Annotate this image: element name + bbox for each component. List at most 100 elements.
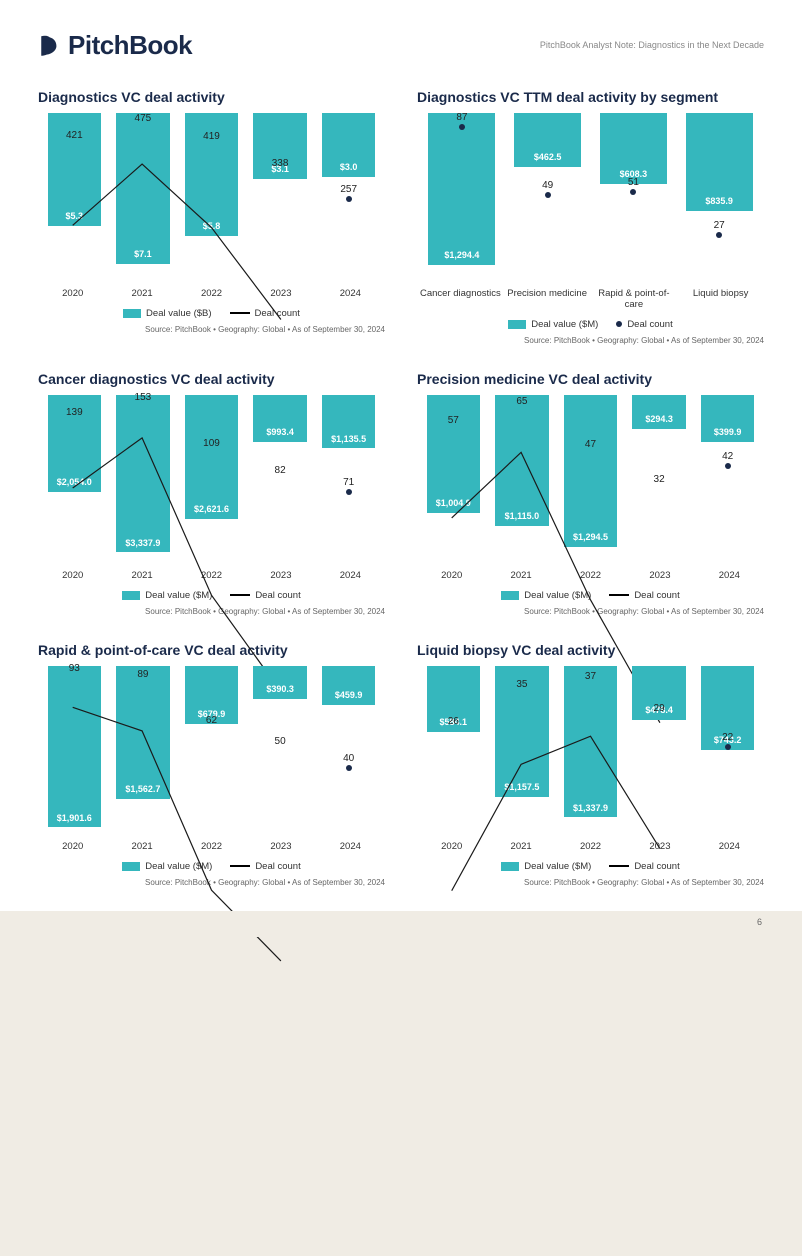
count-label: 87 [419,113,505,123]
legend: Deal value ($M) Deal count [417,319,764,330]
x-tick: 2020 [38,289,107,300]
bar-value-label: $7.1 [134,250,152,260]
legend-item: Deal count [230,590,300,601]
x-tick: 2023 [246,842,315,853]
count-label: 419 [177,132,246,142]
chart-precision-medicine: Precision medicine VC deal activity $1,00… [417,371,764,616]
count-dot [346,765,352,771]
bar: $1,337.9 [564,666,618,818]
bar-slot: $1,004.9 57 [419,395,488,565]
bar-value-label: $5.3 [66,212,84,222]
bar: $7.1 [116,113,170,264]
count-label: 40 [314,754,383,764]
count-label: 82 [246,466,315,476]
count-label: 29 [625,704,694,714]
chart-title: Diagnostics VC deal activity [38,89,385,105]
count-label: 421 [40,131,109,141]
chart-title: Liquid biopsy VC deal activity [417,642,764,658]
count-label: 62 [177,716,246,726]
x-tick: 2023 [246,571,315,582]
legend: Deal value ($B)Deal count [38,308,385,319]
chart-canvas: $584.126$1,157.535$1,337.937$478.429$743… [417,666,764,836]
count-dot [545,192,551,198]
count-label: 22 [693,733,762,743]
legend-label: Deal count [255,308,300,319]
count-label: 153 [109,393,178,403]
bar-value-label: $1,115.0 [505,512,540,522]
count-label: 71 [314,478,383,488]
count-dot [725,463,731,469]
bar-value-label: $2,054.0 [57,478,92,488]
legend-label: Deal value ($M) [145,590,212,601]
bar: $1,004.9 [427,395,481,513]
x-tick: 2024 [695,842,764,853]
x-tick: 2023 [246,289,315,300]
bar: $462.5 [514,113,581,167]
bar: $1,294.4 [428,113,495,265]
legend-item: Deal value ($M) [122,590,212,601]
page-container: PitchBook PitchBook Analyst Note: Diagno… [0,0,802,911]
chart-source: Source: PitchBook • Geography: Global • … [38,878,385,887]
chart-canvas: $1,004.957$1,115.065$1,294.547$294.332$3… [417,395,764,565]
legend-swatch-bar [122,591,140,600]
legend-label: Deal count [255,590,300,601]
bar: $835.9 [686,113,753,211]
count-label: 57 [419,416,488,426]
bar: $1,294.5 [564,395,618,547]
count-label: 51 [591,178,677,188]
chart-cancer-diagnostics: Cancer diagnostics VC deal activity $2,05… [38,371,385,616]
bar-value-label: $1,004.9 [436,499,471,509]
x-tick: 2022 [177,842,246,853]
bar-slot: $835.927 [676,113,762,283]
bar-value-label: $1,157.5 [504,783,539,793]
count-dot [459,124,465,130]
legend-label: Deal value ($M) [531,319,598,330]
brand-name: PitchBook [68,30,192,61]
x-tick: 2020 [38,571,107,582]
bar-slot: $1,337.937 [556,666,625,836]
chart-title: Cancer diagnostics VC deal activity [38,371,385,387]
legend-item: Deal value ($M) [501,861,591,872]
bar: $3.1 [253,113,307,179]
x-tick: 2024 [316,571,385,582]
legend-swatch-dot [616,321,622,327]
bar: $608.3 [600,113,667,184]
bar: $2,621.6 [185,395,239,519]
x-tick: 2024 [316,842,385,853]
count-label: 42 [693,452,762,462]
legend-label: Deal count [255,861,300,872]
x-tick: 2020 [417,842,486,853]
bar-slot: $2,054.0139 [40,395,109,565]
bar-value-label: $993.4 [266,428,294,438]
footer-strip: 6 [0,911,802,937]
legend-label: Deal count [627,319,672,330]
bar-slot: $1,157.535 [488,666,557,836]
x-tick: 2020 [417,571,486,582]
x-tick: 2022 [177,289,246,300]
chart-ttm-segment: Diagnostics VC TTM deal activity by segm… [417,89,764,345]
legend-item: Deal value ($M) [122,861,212,872]
bar-value-label: $1,294.5 [573,533,608,543]
bar-slot: $584.126 [419,666,488,836]
bar-slot: $2,621.6109 [177,395,246,565]
chart-title: Precision medicine VC deal activity [417,371,764,387]
x-axis: 20202021202220232024 [38,842,385,853]
legend: Deal value ($M) Deal count [38,590,385,601]
count-dot [630,189,636,195]
bar: $1,135.5 [322,395,376,449]
legend-swatch-line [230,312,250,314]
legend: Deal value ($M) Deal count [38,861,385,872]
bar: $399.9 [701,395,755,442]
bar-value-label: $1,135.5 [331,435,366,445]
bar-value-label: $294.3 [645,415,673,425]
bar-slot: $679.962 [177,666,246,836]
x-axis: 20202021202220232024 [417,842,764,853]
bar: $1,115.0 [495,395,549,526]
x-tick: 2022 [556,571,625,582]
count-label: 47 [556,440,625,450]
chart-source: Source: PitchBook • Geography: Global • … [38,325,385,334]
legend-label: Deal value ($M) [524,861,591,872]
count-label: 49 [505,181,591,191]
chart-source: Source: PitchBook • Geography: Global • … [38,607,385,616]
chart-canvas: $5.3421$7.1475$5.8419$3.1338$3.0257 [38,113,385,283]
